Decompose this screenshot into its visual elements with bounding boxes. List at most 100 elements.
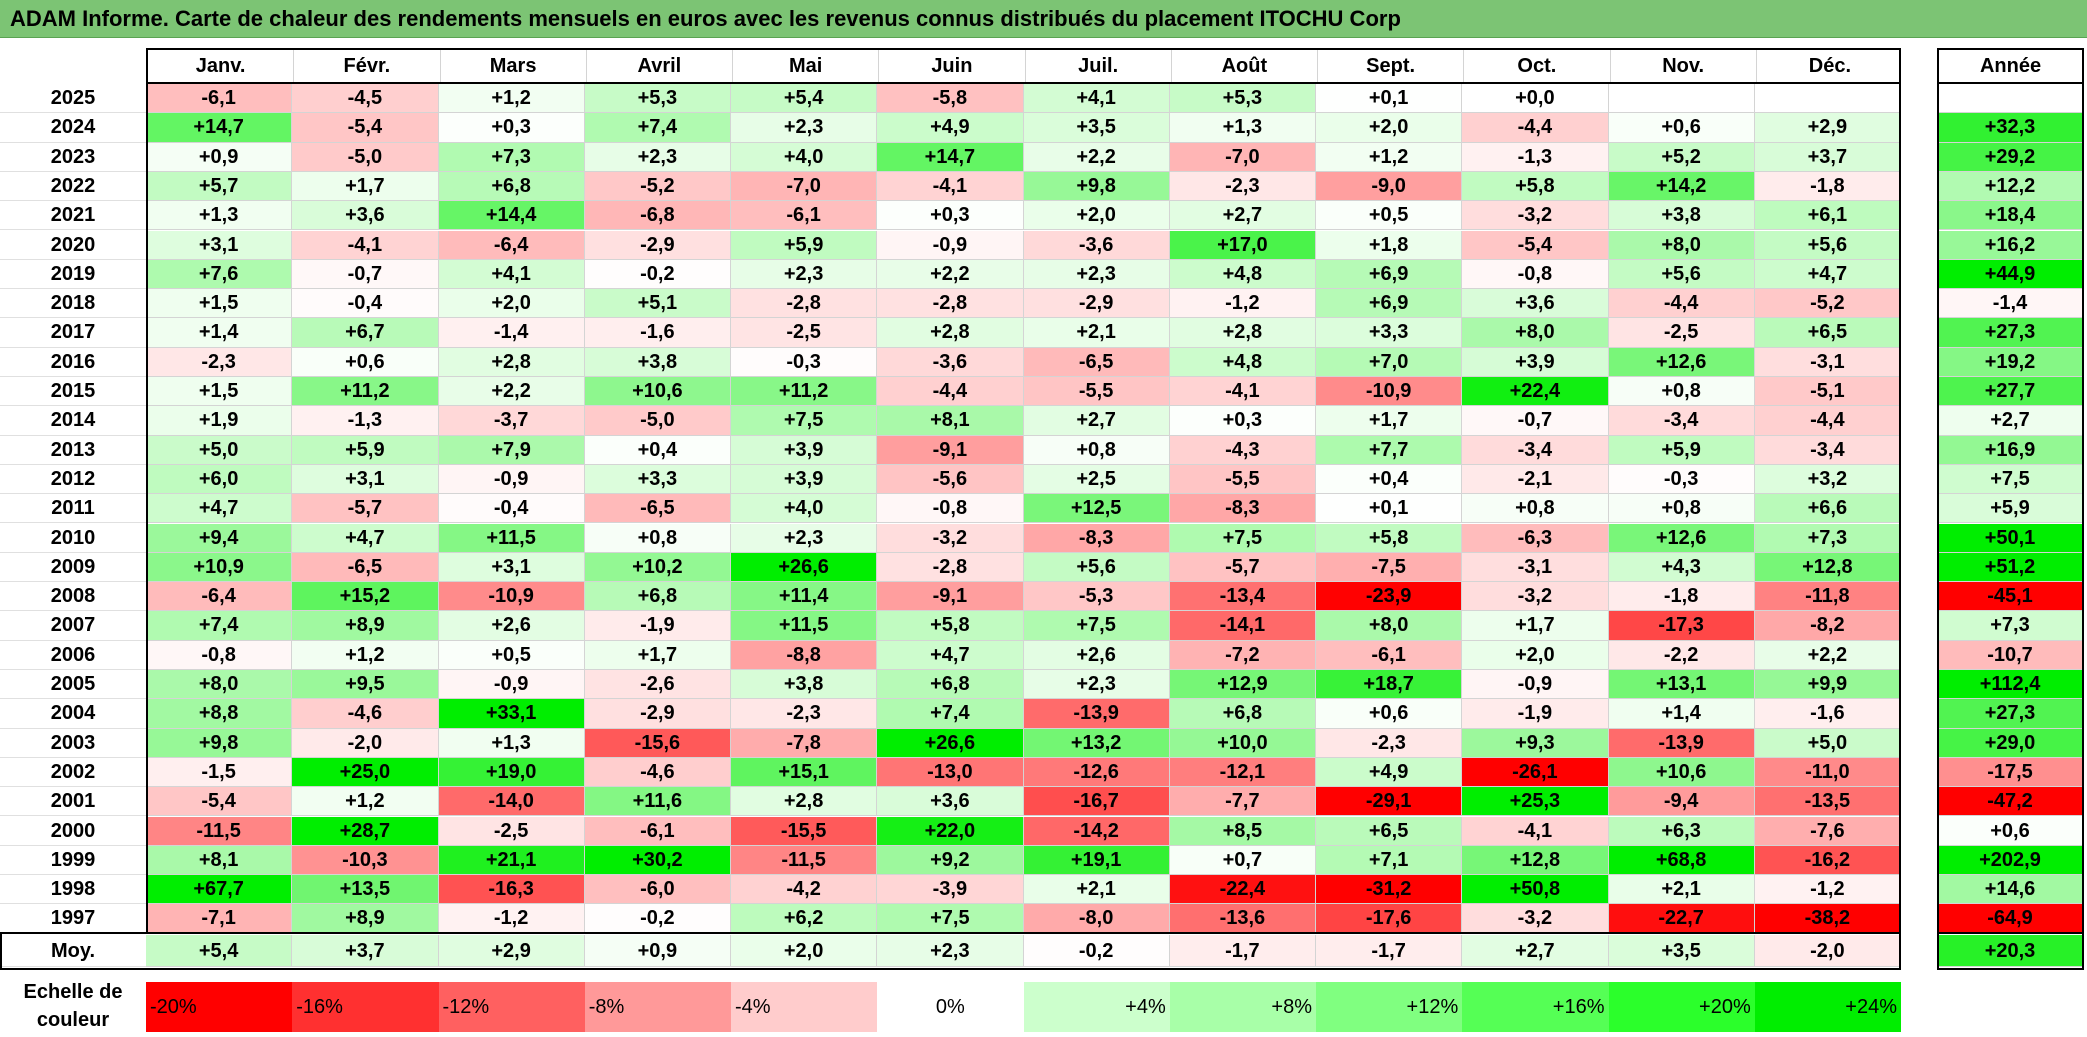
heatmap-cell: -14,2 xyxy=(1023,816,1170,846)
average-label: Moy. xyxy=(0,935,146,967)
heatmap-cell: +1,2 xyxy=(292,640,439,670)
heatmap-cell: +3,6 xyxy=(1462,289,1609,319)
heatmap-cell: -1,6 xyxy=(584,318,731,348)
year-label: 2012 xyxy=(0,465,146,495)
heatmap-cell: -7,0 xyxy=(1169,142,1316,172)
color-scale-step: -16% xyxy=(292,982,439,1032)
heatmap-cell: +3,6 xyxy=(877,787,1024,817)
heatmap-cell: -5,4 xyxy=(292,113,439,143)
heatmap-cell: +10,6 xyxy=(1608,757,1755,788)
average-cell: +2,0 xyxy=(731,935,878,967)
heatmap-cell: +0,4 xyxy=(1316,464,1463,495)
heatmap-cell: +7,5 xyxy=(1023,611,1170,641)
heatmap-cell: +15,1 xyxy=(731,757,878,788)
heatmap-cell: +8,9 xyxy=(292,611,439,641)
heatmap-cell: +7,5 xyxy=(877,904,1024,934)
heatmap-cell: -14,1 xyxy=(1169,611,1316,641)
heatmap-cell: -15,5 xyxy=(731,816,878,846)
heatmap-cell: +3,1 xyxy=(146,230,293,260)
heatmap-cell: -0,9 xyxy=(877,230,1024,260)
heatmap-cell: +5,9 xyxy=(731,230,878,260)
heatmap-cell: -1,3 xyxy=(292,406,439,436)
color-scale-step: +8% xyxy=(1169,982,1316,1032)
annual-cell: -1,4 xyxy=(1937,289,2084,319)
annual-cell: +202,9 xyxy=(1937,845,2084,876)
heatmap-cell: +0,6 xyxy=(1608,113,1755,143)
color-scale-step: +12% xyxy=(1316,982,1463,1032)
heatmap-cell: +3,6 xyxy=(292,201,439,231)
heatmap-cell: +8,0 xyxy=(1608,230,1755,260)
heatmap-cell: -1,3 xyxy=(1462,142,1609,172)
heatmap-cell: +18,7 xyxy=(1316,670,1463,700)
heatmap-cell: -3,2 xyxy=(877,523,1024,553)
heatmap-cell: +15,2 xyxy=(292,582,439,612)
heatmap-cell: +4,0 xyxy=(731,142,878,172)
year-label: 2023 xyxy=(0,143,146,172)
heatmap-cell: -0,8 xyxy=(1462,259,1609,290)
heatmap-cell: -2,3 xyxy=(731,699,878,729)
heatmap-cell: -0,7 xyxy=(292,259,439,290)
heatmap-cell: +6,9 xyxy=(1316,259,1463,290)
heatmap-cell: +28,7 xyxy=(292,816,439,846)
heatmap-cell: +3,2 xyxy=(1754,464,1901,495)
heatmap-cell: +3,8 xyxy=(584,347,731,377)
heatmap-cell: +2,0 xyxy=(1023,201,1170,231)
year-label: 2007 xyxy=(0,611,146,641)
heatmap-cell: +22,4 xyxy=(1462,377,1609,407)
year-label: 2014 xyxy=(0,406,146,436)
color-scale-label: Echelle de couleur xyxy=(23,981,123,1031)
heatmap-cell: +8,8 xyxy=(146,699,293,729)
heatmap-cell: +4,9 xyxy=(877,113,1024,143)
heatmap-cell: -12,6 xyxy=(1023,757,1170,788)
heatmap-cell: -7,2 xyxy=(1169,640,1316,670)
heatmap-cell: +13,2 xyxy=(1023,728,1170,758)
heatmap-cell: -7,8 xyxy=(731,728,878,758)
heatmap-cell: -6,1 xyxy=(584,816,731,846)
heatmap-cell: +1,2 xyxy=(292,787,439,817)
annual-cell: +2,7 xyxy=(1937,406,2084,436)
heatmap-cell: +0,8 xyxy=(1023,435,1170,465)
year-label: 2008 xyxy=(0,582,146,612)
heatmap-cell: +5,2 xyxy=(1608,142,1755,172)
heatmap-cell: -15,6 xyxy=(584,728,731,758)
heatmap-cell: +7,6 xyxy=(146,259,293,290)
average-cell: +5,4 xyxy=(146,935,293,967)
heatmap-cell: -22,7 xyxy=(1608,904,1755,934)
heatmap-cell: -2,8 xyxy=(877,289,1024,319)
year-column-header: Année xyxy=(1979,55,2042,77)
heatmap-cell: +6,2 xyxy=(731,904,878,934)
heatmap-cell: +1,4 xyxy=(146,318,293,348)
heatmap-cell: -7,6 xyxy=(1754,816,1901,846)
annual-cell: -45,1 xyxy=(1937,582,2084,612)
heatmap-cell: +8,1 xyxy=(877,406,1024,436)
heatmap-cell: -4,3 xyxy=(1169,435,1316,465)
heatmap-cell: +2,7 xyxy=(1023,406,1170,436)
heatmap-cell: +4,7 xyxy=(292,523,439,553)
heatmap-cell: +7,1 xyxy=(1316,845,1463,876)
heatmap-cell: -31,2 xyxy=(1316,875,1463,905)
color-scale-step: 0% xyxy=(877,982,1024,1032)
heatmap-cell: -3,2 xyxy=(1462,904,1609,934)
heatmap-cell: +5,0 xyxy=(146,435,293,465)
heatmap-cell: -3,4 xyxy=(1608,406,1755,436)
average-cell: -1,7 xyxy=(1316,935,1463,967)
annual-cell: -64,9 xyxy=(1937,904,2084,934)
heatmap-cell: +5,8 xyxy=(877,611,1024,641)
heatmap-cell: +5,9 xyxy=(1608,435,1755,465)
annual-cell: +7,3 xyxy=(1937,611,2084,641)
heatmap-cell: -3,1 xyxy=(1462,552,1609,583)
heatmap-cell: -9,0 xyxy=(1316,171,1463,202)
heatmap-cell: +6,8 xyxy=(1169,699,1316,729)
heatmap-cell: -5,7 xyxy=(1169,552,1316,583)
heatmap-cell: -5,2 xyxy=(1754,289,1901,319)
heatmap-cell: -2,9 xyxy=(584,230,731,260)
heatmap-cell: +5,3 xyxy=(1169,84,1316,114)
heatmap-cell: +19,1 xyxy=(1023,845,1170,876)
heatmap-cell: -2,3 xyxy=(1316,728,1463,758)
heatmap-cell: +0,8 xyxy=(1608,377,1755,407)
heatmap-cell: +6,8 xyxy=(584,582,731,612)
heatmap-cell: -0,2 xyxy=(584,904,731,934)
heatmap-cell: -1,8 xyxy=(1754,171,1901,202)
heatmap-cell: +1,5 xyxy=(146,377,293,407)
annual-cell: +16,2 xyxy=(1937,230,2084,260)
